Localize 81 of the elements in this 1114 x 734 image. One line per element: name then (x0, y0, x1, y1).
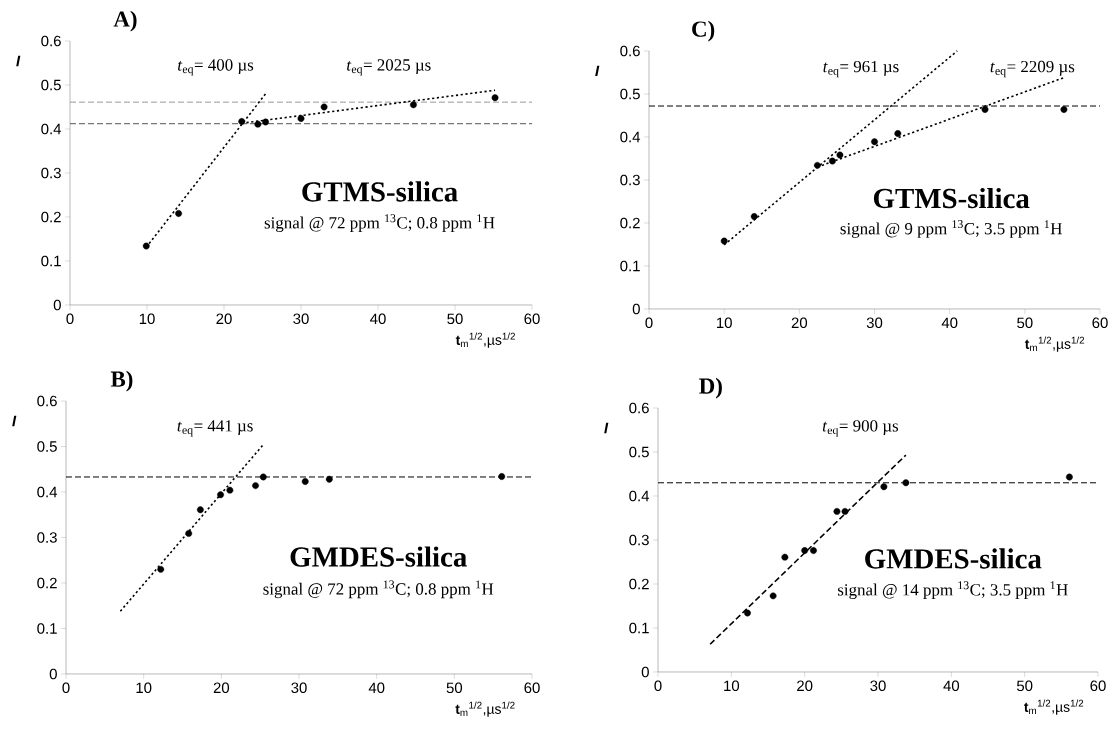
y-tick-label: 0.1 (37, 623, 57, 634)
x-tick-label: 50 (446, 682, 463, 694)
x-tick-label: 0 (654, 680, 662, 692)
annotation: t$_{eq}$= 400 µs (178, 59, 254, 76)
y-tick-label: 0.5 (37, 441, 57, 452)
annotation: signal @ 72 ppm $^{13}$C; 0.8 ppm $^{1}$H (263, 580, 494, 599)
y-tick-label: 0 (641, 666, 649, 678)
chart-title: A) (113, 10, 137, 32)
y-tick-label: 0 (632, 303, 640, 315)
y-tick-label: 0.1 (629, 622, 649, 634)
chart-title: B) (110, 370, 133, 392)
annotation: t$_{eq}$= 2025 µs (347, 59, 431, 76)
y-tick-label: 0.5 (629, 446, 649, 458)
x-tick-label: 20 (216, 313, 232, 325)
annotation: signal @ 14 ppm $^{13}$C; 3.5 ppm $^{1}$H (837, 581, 1068, 600)
y-tick-label: 0.3 (620, 174, 640, 186)
y-tick-label: 0.2 (37, 577, 57, 589)
x-tick-label: 20 (797, 680, 813, 692)
annotation: GMDES-silica (290, 546, 467, 567)
y-tick-label: 0.2 (41, 211, 61, 223)
y-axis-title: I (12, 415, 17, 427)
y-tick-label: 0.4 (41, 123, 62, 135)
x-tick-label: 30 (293, 313, 309, 325)
x-tick-label: 50 (447, 313, 463, 325)
x-tick-label: 50 (1017, 317, 1033, 329)
x-tick-label: 10 (724, 680, 740, 692)
y-tick-label: 0.6 (629, 402, 649, 414)
y-tick-label: 0.5 (620, 88, 640, 100)
x-tick-label: 50 (1016, 680, 1033, 692)
annotation: t$_{eq}$= 961 µs (823, 60, 899, 78)
y-tick-label: 0.2 (620, 217, 640, 229)
annotation: signal @ 72 ppm $^{13}$C; 0.8 ppm $^{1}$H (264, 214, 495, 233)
x-tick-label: 40 (368, 682, 385, 694)
annotation: signal @ 9 ppm $^{13}$C; 3.5 ppm $^{1}$H (840, 220, 1062, 238)
x-tick-label: 40 (370, 313, 386, 325)
y-tick-label: 0.4 (629, 490, 650, 502)
y-tick-label: 0 (53, 299, 61, 311)
x-axis-title: t$_{m}$$^{1/2}$,µs$^{1/2}$ (1024, 336, 1085, 352)
chart-title: C) (692, 20, 715, 42)
y-tick-label: 0.1 (41, 255, 61, 267)
x-tick-label: 20 (791, 317, 808, 329)
x-tick-label: 40 (943, 680, 960, 692)
y-tick-label: 0.3 (37, 532, 57, 543)
x-axis-title: t$_{m}$$^{1/2}$,µs$^{1/2}$ (455, 332, 515, 348)
annotation: t$_{eq}$= 441 µs (177, 420, 253, 437)
x-tick-label: 10 (717, 317, 732, 329)
y-tick-label: 0.1 (620, 260, 640, 272)
x-axis-title: t$_{m}$$^{1/2}$,µs$^{1/2}$ (455, 701, 515, 717)
x-tick-label: 60 (1090, 680, 1106, 692)
y-tick-label: 0.2 (629, 578, 649, 590)
x-tick-label: 30 (870, 680, 886, 692)
y-axis-title: I (604, 422, 609, 434)
x-tick-label: 60 (1092, 317, 1108, 329)
x-axis-title: t$_{m}$$^{1/2}$,µs$^{1/2}$ (1024, 699, 1084, 715)
annotation: GTMS-silica (302, 181, 458, 202)
x-tick-label: 0 (62, 682, 70, 694)
y-tick-label: 0.4 (37, 486, 58, 498)
y-tick-label: 0.3 (629, 534, 649, 546)
x-tick-label: 0 (66, 313, 74, 325)
annotation: GTMS-silica (873, 187, 1030, 209)
y-tick-label: 0 (49, 668, 57, 680)
x-tick-label: 60 (524, 313, 540, 325)
chart-title: D) (699, 377, 722, 399)
y-tick-label: 0.4 (620, 131, 641, 143)
x-tick-label: 30 (866, 317, 883, 329)
x-tick-label: 10 (136, 682, 152, 694)
annotation: t$_{eq}$= 2209 µs (990, 60, 1075, 78)
y-axis-title: I (16, 55, 21, 67)
annotation: t$_{eq}$= 900 µs (822, 420, 899, 437)
y-tick-label: 0.6 (41, 35, 61, 47)
x-tick-label: 30 (291, 682, 307, 694)
x-tick-label: 10 (139, 313, 155, 325)
y-tick-label: 0.3 (41, 167, 61, 179)
x-tick-label: 40 (941, 317, 958, 329)
x-tick-label: 60 (524, 682, 540, 694)
y-tick-label: 0.5 (41, 79, 61, 91)
annotation: GMDES-silica (865, 548, 1042, 569)
y-axis-title: I (595, 65, 600, 77)
x-tick-label: 20 (213, 682, 230, 694)
y-tick-label: 0.6 (620, 45, 640, 57)
y-tick-label: 0.6 (37, 395, 57, 407)
